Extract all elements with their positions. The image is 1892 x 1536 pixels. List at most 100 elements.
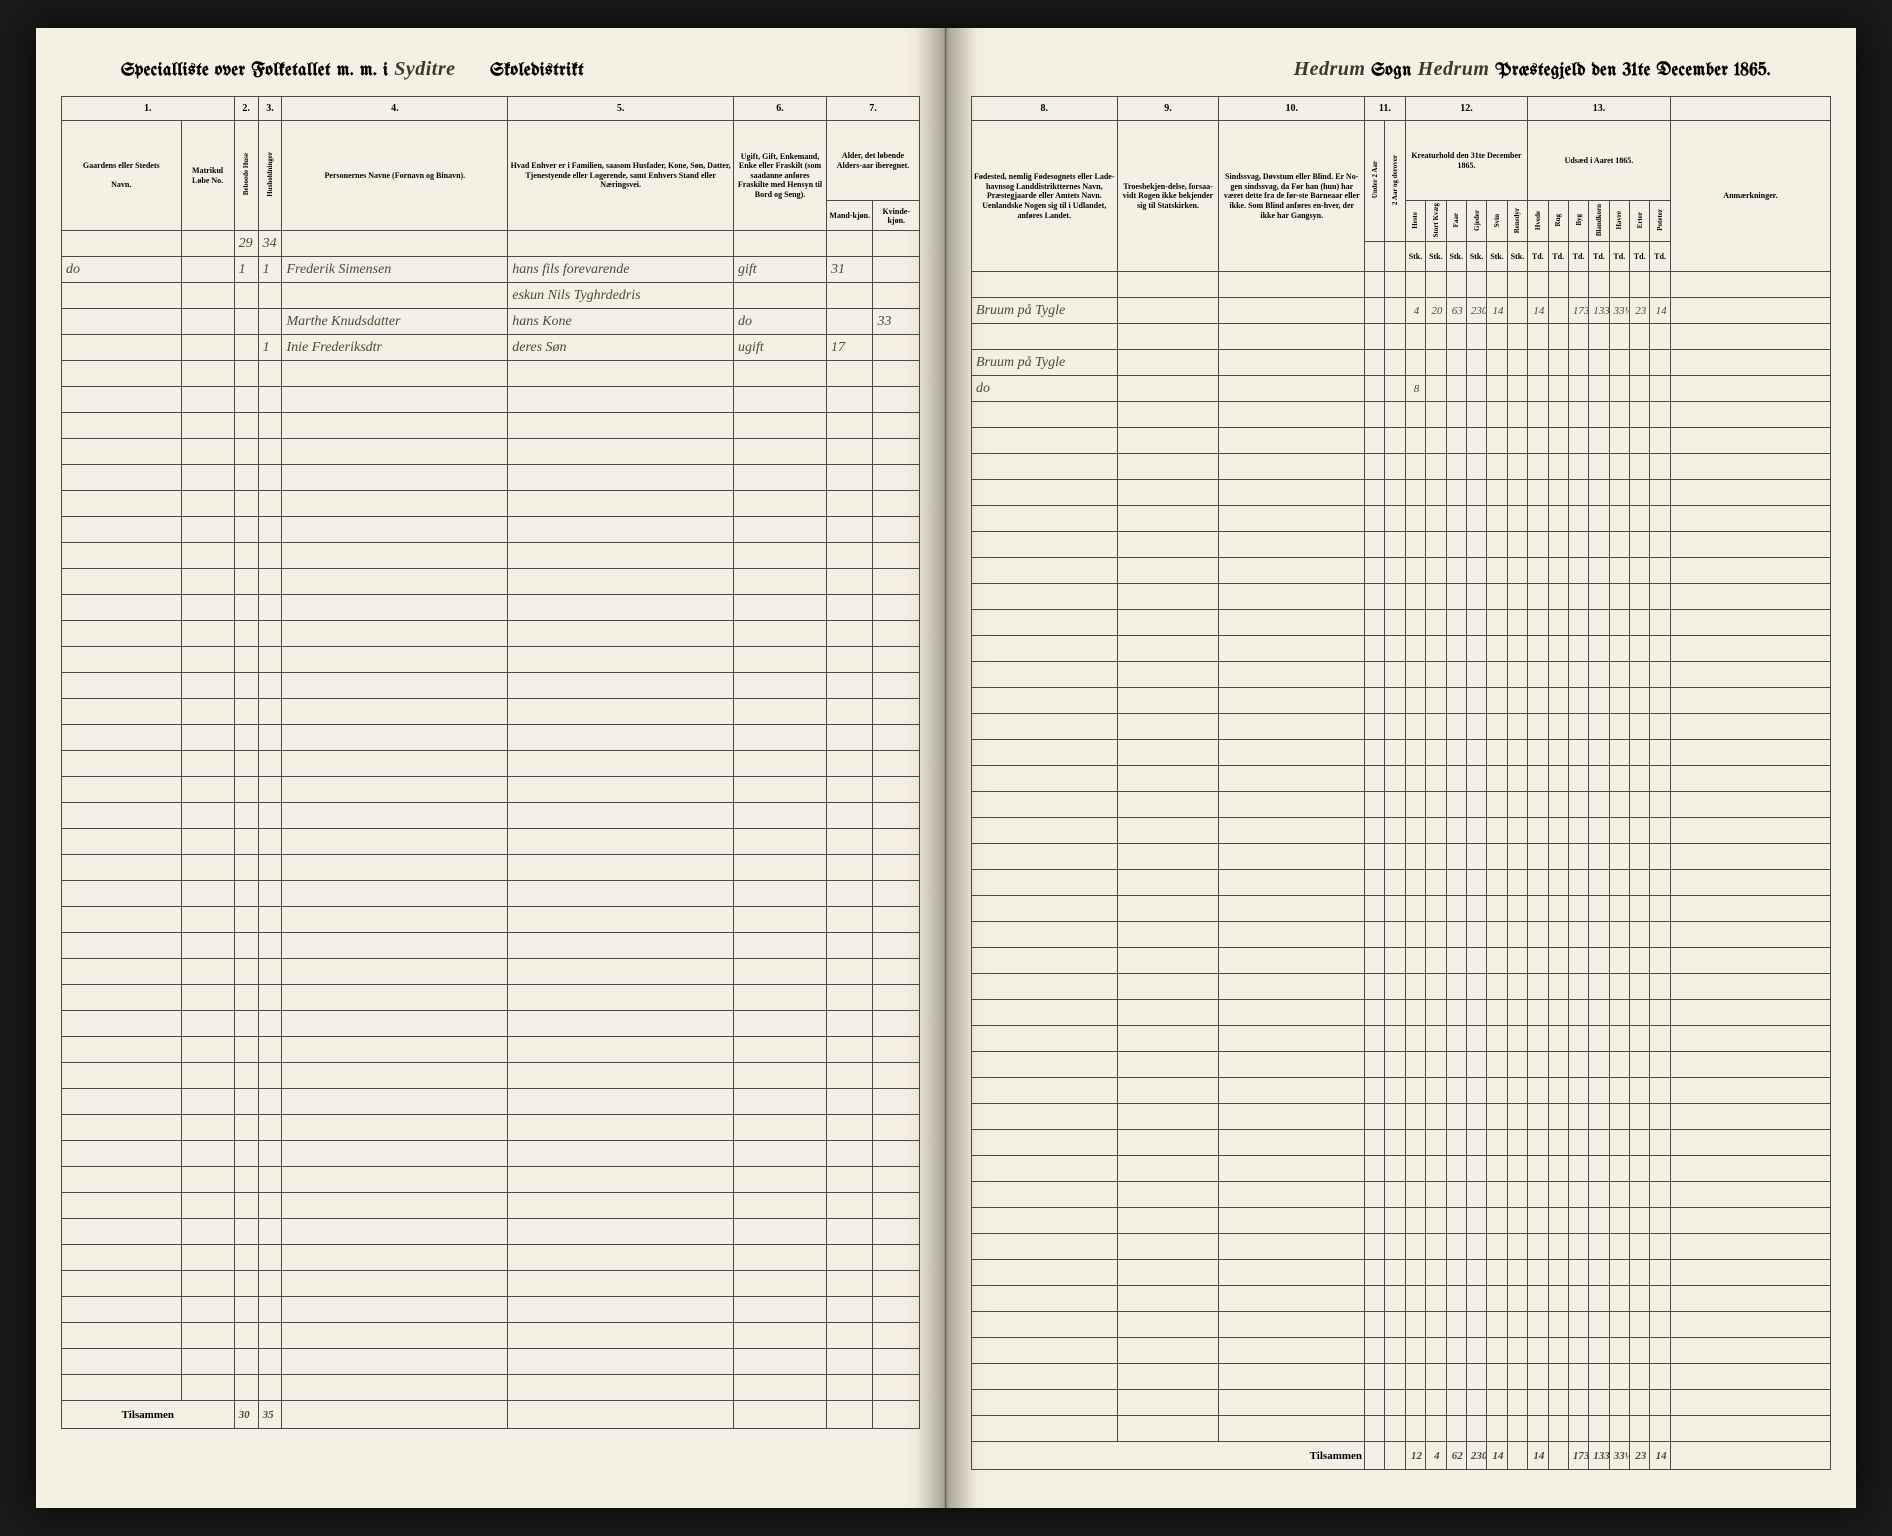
h-mand: Mand-kjøn. (827, 201, 873, 231)
header-suffix: Skoledistrikt (490, 61, 584, 80)
table-row (62, 361, 920, 387)
h-alder: Alder, det løbende Alders-aar iberegnet. (827, 121, 920, 201)
table-row (972, 1208, 1831, 1234)
h-stand: Ugift, Gift, Enkemand, Enke eller Fraski… (734, 121, 827, 231)
h-huse: Beboede Huse (234, 121, 258, 231)
table-row (62, 517, 920, 543)
header-date: Præstegjeld den 31te December 1865. (1495, 61, 1771, 80)
h-kreatur: Kreaturhold den 31te December 1865. (1405, 121, 1527, 201)
table-row (972, 1104, 1831, 1130)
table-row (62, 1063, 920, 1089)
table-row (62, 933, 920, 959)
table-row (62, 1349, 920, 1375)
right-census-table: 8. 9. 10. 11. 12. 13. Fødested, nemlig F… (971, 96, 1831, 1470)
table-row (972, 454, 1831, 480)
h-fodested: Fødested, nemlig Fødesognets eller Lade-… (972, 121, 1118, 272)
table-row (972, 1364, 1831, 1390)
table-row (972, 1260, 1831, 1286)
table-row (972, 506, 1831, 532)
header-district-name: Syditre (394, 58, 455, 80)
table-row (972, 532, 1831, 558)
table-row: Marthe Knudsdatterhans Konedo33 (62, 309, 920, 335)
right-table-body: Bruum på Tygle42063230141417313333½2314B… (972, 272, 1831, 1442)
table-row (972, 1416, 1831, 1442)
table-row (62, 647, 920, 673)
table-row (62, 1245, 920, 1271)
table-row: 2934 (62, 231, 920, 257)
col-1: 1. (62, 97, 235, 121)
table-row (62, 725, 920, 751)
table-row (972, 740, 1831, 766)
table-row (972, 662, 1831, 688)
table-row (972, 1156, 1831, 1182)
table-row (62, 595, 920, 621)
table-row: do11Frederik Simensenhans fils forevaren… (62, 257, 920, 283)
table-row (972, 1130, 1831, 1156)
table-row: eskun Nils Tyghrdedris (62, 283, 920, 309)
table-row (62, 1375, 920, 1401)
header-sogn: Sogn (1371, 61, 1412, 80)
table-row (62, 491, 920, 517)
col-7: 7. (827, 97, 920, 121)
right-footer-row: Tilsammen12462230141417313333½2314 (972, 1442, 1831, 1470)
col-11: 11. (1365, 97, 1406, 121)
header-sogn-name: Hedrum (1294, 58, 1366, 80)
table-row (972, 792, 1831, 818)
table-row (62, 1271, 920, 1297)
header-prgjeld-name: Hedrum (1418, 58, 1490, 80)
table-row (972, 948, 1831, 974)
table-row (972, 714, 1831, 740)
left-page: Specialliste over Folketallet m. m. i Sy… (36, 28, 946, 1508)
col-6: 6. (734, 97, 827, 121)
table-row (62, 439, 920, 465)
h-navne: Personernes Navne (Fornavn og Binavn). (282, 121, 508, 231)
table-row (62, 413, 920, 439)
table-row (972, 1390, 1831, 1416)
table-row: Bruum på Tygle (972, 350, 1831, 376)
table-row (972, 974, 1831, 1000)
h-troes: Troesbekjen-delse, forsaa-vidt Rogen ikk… (1117, 121, 1219, 272)
col-5: 5. (508, 97, 734, 121)
table-row (972, 896, 1831, 922)
h-udsaed: Udsæd i Aaret 1865. (1528, 121, 1671, 201)
col-12: 12. (1405, 97, 1527, 121)
table-row (972, 636, 1831, 662)
table-row (972, 1000, 1831, 1026)
h-familie: Hvad Enhver er i Familien, saasom Husfad… (508, 121, 734, 231)
col-2: 2. (234, 97, 258, 121)
table-row (972, 428, 1831, 454)
table-row (62, 1219, 920, 1245)
table-row (972, 1286, 1831, 1312)
table-row (62, 777, 920, 803)
table-row (62, 1011, 920, 1037)
table-row (62, 699, 920, 725)
table-row (62, 881, 920, 907)
table-row (62, 803, 920, 829)
table-row (62, 829, 920, 855)
table-row (972, 272, 1831, 298)
table-row (62, 855, 920, 881)
col-9: 9. (1117, 97, 1219, 121)
h-over2: 2 Aar og derover (1385, 121, 1405, 242)
header-prefix: Specialliste over Folketallet m. m. i (121, 61, 388, 80)
col-10: 10. (1219, 97, 1365, 121)
table-row (972, 1338, 1831, 1364)
h-gaardnavn: Gaardens eller Stedets Navn. (62, 121, 182, 231)
table-row (972, 1312, 1831, 1338)
h-kvinde: Kvinde-kjøn. (873, 201, 920, 231)
table-row (972, 324, 1831, 350)
col-4: 4. (282, 97, 508, 121)
table-row (972, 844, 1831, 870)
table-row (62, 569, 920, 595)
table-row: 1Inie Frederiksdtrderes Sønugift17 (62, 335, 920, 361)
left-footer-row: Tilsammen 30 35 (62, 1401, 920, 1429)
table-row (972, 1078, 1831, 1104)
table-row (972, 922, 1831, 948)
table-row (972, 558, 1831, 584)
table-row (62, 1141, 920, 1167)
h-anm: Anmærkninger. (1670, 121, 1830, 272)
h-under2: Under 2 Aar (1365, 121, 1385, 242)
table-row (62, 543, 920, 569)
table-row (972, 688, 1831, 714)
table-row (972, 1182, 1831, 1208)
